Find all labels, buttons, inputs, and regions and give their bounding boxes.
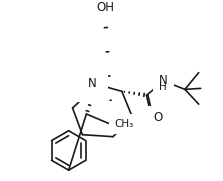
Text: N: N (88, 77, 97, 90)
Text: OH: OH (96, 1, 114, 14)
Text: O: O (153, 111, 163, 124)
Text: CH₃: CH₃ (114, 119, 133, 129)
Text: H: H (159, 82, 167, 92)
Text: N: N (159, 74, 168, 87)
